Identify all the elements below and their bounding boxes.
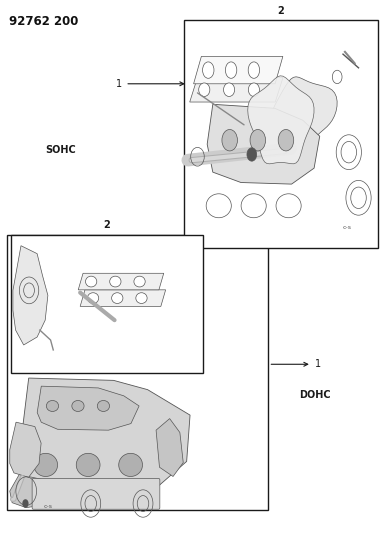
Polygon shape [194,56,283,84]
Bar [7,235,269,511]
Polygon shape [13,246,48,345]
Ellipse shape [248,83,259,96]
Ellipse shape [206,194,231,218]
Polygon shape [271,77,337,149]
Text: DOHC: DOHC [299,390,330,400]
Text: c-s: c-s [343,225,352,230]
Circle shape [250,130,265,151]
Text: 1: 1 [116,79,184,89]
Text: c-s: c-s [44,504,53,509]
Polygon shape [78,273,164,290]
Polygon shape [156,418,183,477]
Ellipse shape [241,194,266,218]
FancyBboxPatch shape [32,479,160,509]
Ellipse shape [202,62,214,78]
Polygon shape [10,422,41,478]
Ellipse shape [86,276,97,287]
Polygon shape [207,104,320,184]
Polygon shape [37,386,139,430]
Ellipse shape [87,293,99,303]
Polygon shape [10,474,57,507]
Ellipse shape [111,293,123,303]
Text: 2: 2 [277,6,284,15]
Ellipse shape [224,83,235,96]
Polygon shape [20,378,190,494]
Polygon shape [190,77,283,102]
Text: 2: 2 [104,221,110,230]
Ellipse shape [248,62,260,78]
Ellipse shape [225,62,237,78]
Ellipse shape [134,276,145,287]
Polygon shape [194,175,333,244]
Circle shape [278,130,294,151]
Ellipse shape [110,276,121,287]
Ellipse shape [136,293,147,303]
Polygon shape [248,76,314,164]
Ellipse shape [34,454,58,477]
Ellipse shape [119,454,142,477]
Ellipse shape [276,194,301,218]
Ellipse shape [46,400,58,411]
Circle shape [247,148,257,161]
Polygon shape [80,290,166,306]
Text: 1: 1 [271,359,321,369]
Circle shape [22,499,29,508]
Text: 92762 200: 92762 200 [9,14,79,28]
Ellipse shape [199,83,210,96]
Ellipse shape [97,400,110,411]
Ellipse shape [72,400,84,411]
Bar [11,235,203,373]
Text: SOHC: SOHC [46,145,76,155]
Ellipse shape [76,454,100,477]
Circle shape [222,130,238,151]
Bar [184,20,378,248]
